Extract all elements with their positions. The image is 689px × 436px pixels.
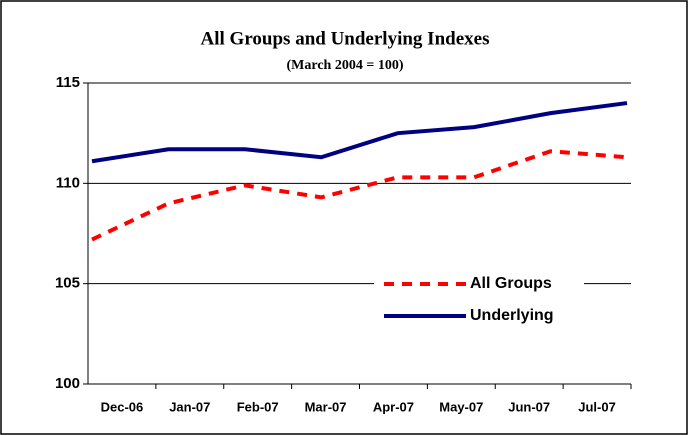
- x-tick-label: Jul-07: [578, 399, 616, 414]
- x-tick-label: Apr-07: [373, 399, 414, 414]
- x-tick-label: Feb-07: [237, 399, 279, 414]
- x-tick-label: Mar-07: [305, 399, 347, 414]
- y-tick-label: 110: [56, 174, 80, 191]
- y-tick-label: 105: [55, 275, 80, 292]
- legend-label: All Groups: [470, 275, 552, 292]
- y-tick-label: 115: [56, 74, 80, 91]
- chart-title: All Groups and Underlying Indexes: [201, 28, 490, 49]
- series-line: [91, 101, 628, 164]
- x-tick-label: Jun-07: [508, 399, 550, 414]
- x-tick-label: May-07: [439, 399, 483, 414]
- x-tick-label: Dec-06: [101, 399, 144, 414]
- chart-subtitle: (March 2004 = 100): [287, 58, 404, 73]
- y-tick-label: 100: [55, 375, 80, 392]
- series-line: [91, 149, 628, 242]
- legend-box: [374, 268, 584, 330]
- legend-label: Underlying: [470, 307, 554, 324]
- x-tick-label: Jan-07: [169, 399, 210, 414]
